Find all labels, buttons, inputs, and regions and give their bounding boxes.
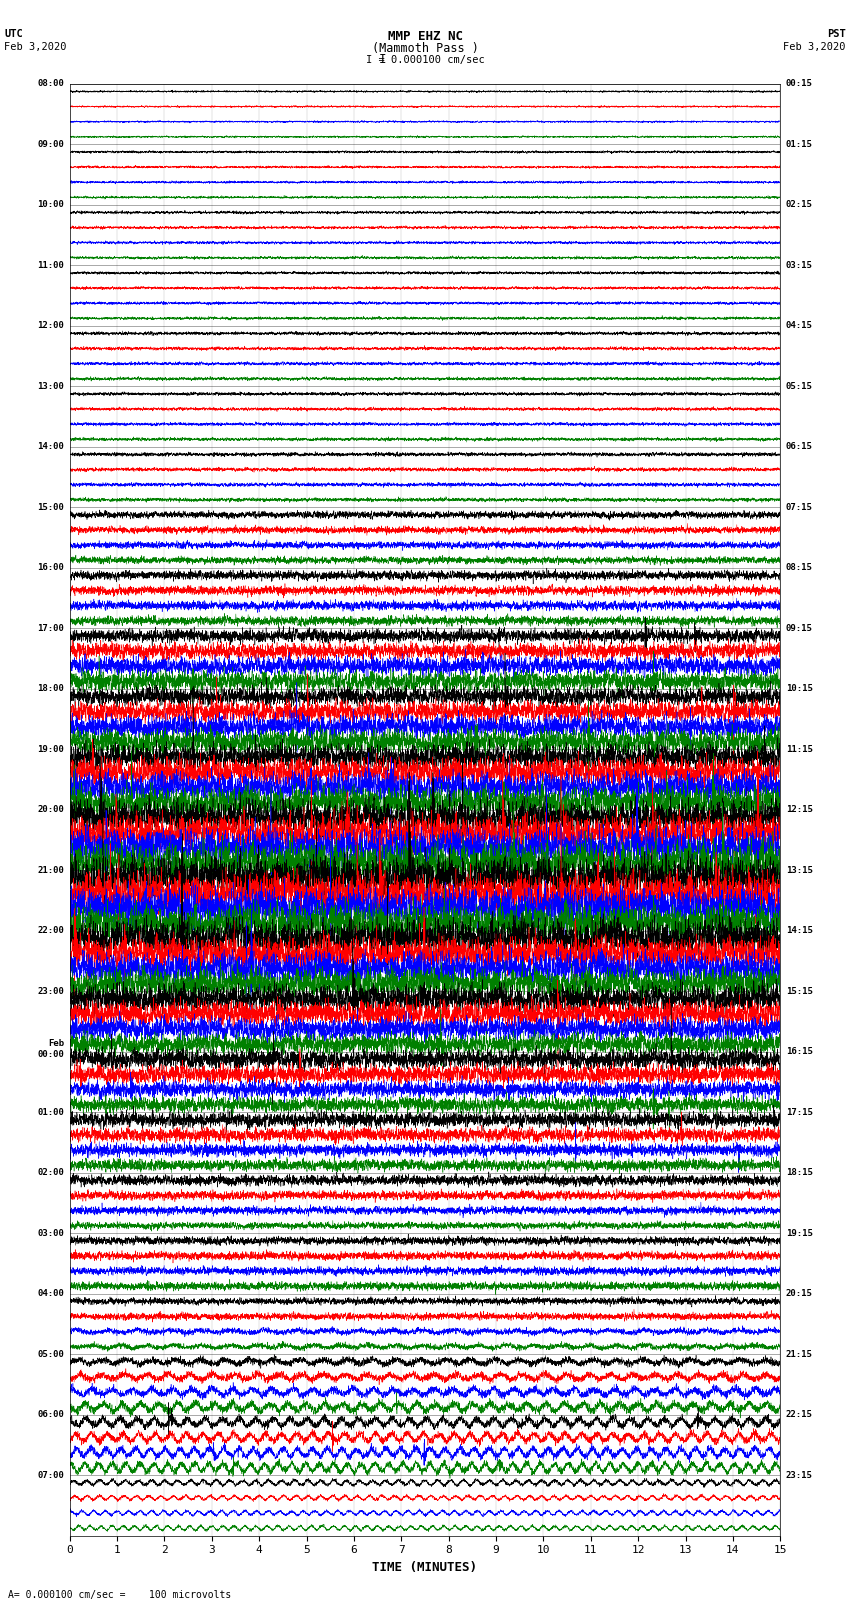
Text: 13:15: 13:15 [786, 866, 813, 874]
Text: 16:15: 16:15 [786, 1047, 813, 1057]
Text: 08:15: 08:15 [786, 563, 813, 573]
Text: 06:00: 06:00 [37, 1410, 64, 1419]
Text: 03:00: 03:00 [37, 1229, 64, 1237]
Text: 07:00: 07:00 [37, 1471, 64, 1479]
Text: 14:15: 14:15 [786, 926, 813, 936]
Text: 02:00: 02:00 [37, 1168, 64, 1177]
Text: 17:00: 17:00 [37, 624, 64, 632]
Text: 09:00: 09:00 [37, 140, 64, 148]
Text: 18:15: 18:15 [786, 1168, 813, 1177]
Text: 01:00: 01:00 [37, 1108, 64, 1116]
Text: 11:00: 11:00 [37, 261, 64, 269]
Text: 16:00: 16:00 [37, 563, 64, 573]
Text: PST: PST [827, 29, 846, 39]
Text: Feb 3,2020: Feb 3,2020 [783, 42, 846, 52]
Text: 23:00: 23:00 [37, 987, 64, 995]
Text: 15:15: 15:15 [786, 987, 813, 995]
Text: 17:15: 17:15 [786, 1108, 813, 1116]
Text: 08:00: 08:00 [37, 79, 64, 89]
X-axis label: TIME (MINUTES): TIME (MINUTES) [372, 1561, 478, 1574]
Text: 00:00: 00:00 [37, 1050, 64, 1060]
Text: 11:15: 11:15 [786, 745, 813, 753]
Text: 04:15: 04:15 [786, 321, 813, 331]
Text: I: I [379, 53, 387, 66]
Text: Feb: Feb [48, 1039, 64, 1048]
Text: (Mammoth Pass ): (Mammoth Pass ) [371, 42, 479, 55]
Text: 23:15: 23:15 [786, 1471, 813, 1479]
Text: 22:00: 22:00 [37, 926, 64, 936]
Text: 06:15: 06:15 [786, 442, 813, 452]
Text: 13:00: 13:00 [37, 382, 64, 390]
Text: 01:15: 01:15 [786, 140, 813, 148]
Text: MMP EHZ NC: MMP EHZ NC [388, 31, 462, 44]
Text: 20:15: 20:15 [786, 1289, 813, 1298]
Text: 21:00: 21:00 [37, 866, 64, 874]
Text: 19:15: 19:15 [786, 1229, 813, 1237]
Text: 10:00: 10:00 [37, 200, 64, 210]
Text: 12:00: 12:00 [37, 321, 64, 331]
Text: 04:00: 04:00 [37, 1289, 64, 1298]
Text: 05:15: 05:15 [786, 382, 813, 390]
Text: 18:00: 18:00 [37, 684, 64, 694]
Text: Feb 3,2020: Feb 3,2020 [4, 42, 67, 52]
Text: 10:15: 10:15 [786, 684, 813, 694]
Text: 09:15: 09:15 [786, 624, 813, 632]
Text: I = 0.000100 cm/sec: I = 0.000100 cm/sec [366, 55, 484, 65]
Text: 21:15: 21:15 [786, 1350, 813, 1358]
Text: 22:15: 22:15 [786, 1410, 813, 1419]
Text: 03:15: 03:15 [786, 261, 813, 269]
Text: 05:00: 05:00 [37, 1350, 64, 1358]
Text: 02:15: 02:15 [786, 200, 813, 210]
Text: 15:00: 15:00 [37, 503, 64, 511]
Text: UTC: UTC [4, 29, 23, 39]
Text: 12:15: 12:15 [786, 805, 813, 815]
Text: A= 0.000100 cm/sec =    100 microvolts: A= 0.000100 cm/sec = 100 microvolts [8, 1590, 232, 1600]
Text: 07:15: 07:15 [786, 503, 813, 511]
Text: 14:00: 14:00 [37, 442, 64, 452]
Text: 00:15: 00:15 [786, 79, 813, 89]
Text: 20:00: 20:00 [37, 805, 64, 815]
Text: 19:00: 19:00 [37, 745, 64, 753]
